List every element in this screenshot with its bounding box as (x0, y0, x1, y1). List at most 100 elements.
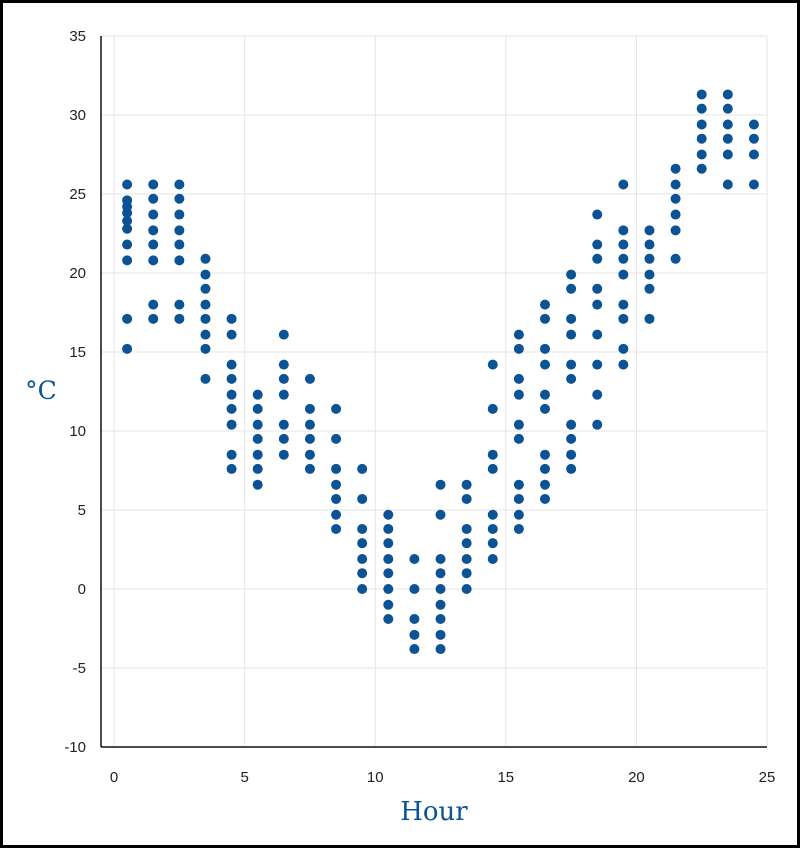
data-point (148, 255, 159, 266)
data-points (122, 89, 759, 655)
data-point (566, 419, 577, 430)
data-point (122, 215, 133, 226)
data-point (174, 299, 185, 310)
data-point (383, 523, 394, 534)
data-point (435, 479, 446, 490)
data-point (566, 269, 577, 280)
data-point (383, 509, 394, 520)
data-point (540, 343, 550, 354)
data-point (748, 119, 759, 130)
data-point (331, 463, 342, 474)
data-point (644, 225, 655, 236)
data-point (461, 538, 472, 549)
data-point (696, 119, 707, 130)
data-point (644, 313, 655, 324)
data-point (357, 538, 368, 549)
data-point (122, 255, 133, 266)
y-axis-title: °C (25, 376, 57, 405)
data-point (513, 329, 524, 340)
data-point (644, 269, 655, 280)
data-point (618, 313, 629, 324)
data-point (304, 449, 315, 460)
data-point (566, 359, 577, 370)
data-point (435, 629, 446, 640)
data-point (566, 449, 577, 460)
data-point (618, 359, 629, 370)
data-point (200, 313, 211, 324)
y-tick-label: 35 (69, 28, 86, 45)
data-point (331, 403, 342, 414)
data-point (383, 568, 394, 579)
data-point (435, 568, 446, 579)
data-point (513, 433, 524, 444)
data-point (304, 463, 315, 474)
data-point (200, 329, 211, 340)
data-point (487, 403, 498, 414)
data-point (566, 283, 577, 294)
data-point (435, 553, 446, 564)
data-point (122, 179, 133, 190)
data-point (696, 149, 707, 160)
data-point (618, 253, 629, 264)
data-point (122, 195, 133, 206)
data-point (226, 359, 237, 370)
x-tick-labels: 0 5 10 15 20 25 (110, 769, 775, 786)
data-point (148, 193, 159, 204)
data-point (592, 239, 603, 250)
data-point (461, 568, 472, 579)
data-point (435, 599, 446, 610)
data-point (331, 509, 342, 520)
data-point (513, 389, 524, 400)
data-point (487, 463, 498, 474)
data-point (696, 133, 707, 144)
data-point (383, 584, 394, 594)
data-point (487, 359, 498, 370)
data-point (357, 463, 368, 474)
data-point (226, 313, 237, 324)
data-point (174, 313, 185, 324)
data-point (226, 463, 237, 474)
data-point (200, 283, 211, 294)
data-point (278, 373, 289, 384)
data-point (148, 179, 159, 190)
data-point (722, 149, 733, 160)
data-point (722, 103, 733, 114)
data-point (331, 479, 342, 490)
data-point (566, 373, 577, 384)
y-tick-label: 25 (69, 186, 86, 203)
data-point (540, 389, 550, 400)
data-point (540, 449, 550, 460)
data-point (148, 225, 159, 236)
data-point (200, 299, 211, 310)
y-tick-label: 30 (69, 107, 86, 124)
data-point (383, 553, 394, 564)
data-point (566, 313, 577, 324)
data-point (304, 419, 315, 430)
data-point (540, 463, 550, 474)
data-point (696, 89, 707, 100)
data-point (722, 89, 733, 100)
data-point (174, 255, 185, 266)
x-tick-label: 10 (367, 769, 384, 786)
data-point (644, 283, 655, 294)
data-point (409, 614, 420, 625)
data-point (592, 389, 603, 400)
data-point (226, 373, 237, 384)
data-point (540, 403, 550, 414)
data-point (304, 373, 315, 384)
data-point (383, 599, 394, 610)
data-point (226, 419, 237, 430)
data-point (304, 403, 315, 414)
data-point (148, 239, 159, 250)
data-point (174, 239, 185, 250)
y-tick-label: -5 (73, 660, 86, 677)
data-point (200, 253, 211, 264)
data-point (540, 479, 550, 490)
data-point (226, 329, 237, 340)
data-point (592, 359, 603, 370)
data-point (252, 389, 263, 400)
data-point (461, 523, 472, 534)
data-point (435, 614, 446, 625)
x-axis-title: Hour (400, 797, 468, 827)
data-point (748, 133, 759, 144)
